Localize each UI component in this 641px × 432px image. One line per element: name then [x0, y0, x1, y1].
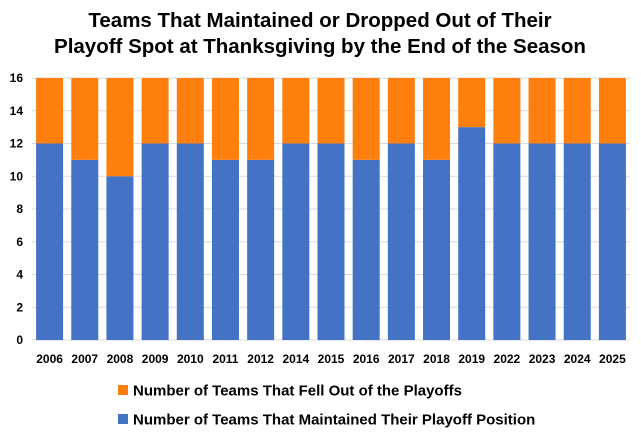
x-tick-label: 2019 [458, 352, 485, 366]
x-tick-label: 2007 [71, 352, 98, 366]
x-tick-label: 2011 [212, 352, 238, 366]
bar-fell-out [458, 78, 486, 128]
x-tick-label: 2015 [318, 352, 345, 366]
bar-maintained [71, 159, 99, 340]
legend-swatch [118, 385, 128, 395]
bar-fell-out [528, 78, 556, 144]
bar-maintained [423, 159, 451, 340]
x-tick-label: 2009 [142, 352, 169, 366]
bar-maintained [141, 143, 169, 340]
bars [36, 78, 626, 340]
bar-fell-out [493, 78, 521, 144]
bar-fell-out [176, 78, 204, 144]
bar-fell-out [211, 78, 239, 160]
x-tick-label: 2017 [388, 352, 415, 366]
x-tick-label: 2022 [494, 352, 521, 366]
legend: Number of Teams That Fell Out of the Pla… [118, 383, 535, 429]
bar-fell-out [282, 78, 310, 144]
bar-fell-out [387, 78, 415, 144]
bar-fell-out [247, 78, 275, 160]
y-tick-label: 10 [10, 169, 24, 183]
chart-title-line-2: Playoff Spot at Thanksgiving by the End … [54, 35, 586, 58]
x-tick-label: 2025 [599, 352, 626, 366]
bar-maintained [493, 143, 521, 340]
legend-label: Number of Teams That Maintained Their Pl… [133, 412, 535, 429]
bar-fell-out [423, 78, 451, 160]
bar-maintained [176, 143, 204, 340]
y-tick-label: 12 [10, 137, 24, 151]
bar-maintained [247, 159, 275, 340]
bar-maintained [282, 143, 310, 340]
x-tick-label: 2024 [564, 352, 591, 366]
y-tick-label: 16 [10, 71, 24, 85]
x-tick-label: 2008 [107, 352, 134, 366]
bar-maintained [317, 143, 345, 340]
bar-maintained [598, 143, 626, 340]
bar-maintained [387, 143, 415, 340]
y-tick-label: 8 [16, 202, 23, 216]
x-tick-label: 2012 [247, 352, 274, 366]
bar-fell-out [563, 78, 591, 144]
x-tick-label: 2006 [36, 352, 63, 366]
bar-maintained [352, 159, 380, 340]
bar-maintained [528, 143, 556, 340]
y-tick-label: 6 [16, 235, 23, 249]
x-tick-label: 2023 [529, 352, 556, 366]
legend-swatch [118, 414, 128, 424]
bar-fell-out [106, 78, 134, 177]
bar-maintained [36, 143, 64, 340]
y-tick-label: 14 [10, 104, 24, 118]
bar-maintained [458, 127, 486, 340]
bar-fell-out [598, 78, 626, 144]
y-tick-label: 0 [16, 333, 23, 347]
x-tick-label: 2016 [353, 352, 380, 366]
x-axis-tick-labels: 2006 2007 2008 2009 2010 2011 2012 2014 2015 2016… [36, 352, 626, 366]
bar-maintained [211, 159, 239, 340]
bar-fell-out [141, 78, 169, 144]
bar-fell-out [71, 78, 99, 160]
x-tick-label: 2018 [423, 352, 450, 366]
bar-maintained [563, 143, 591, 340]
x-tick-label: 2010 [177, 352, 204, 366]
legend-label: Number of Teams That Fell Out of the Pla… [133, 383, 462, 400]
x-tick-label: 2014 [282, 352, 309, 366]
chart-title-line-1: Teams That Maintained or Dropped Out of … [88, 9, 551, 32]
bar-fell-out [36, 78, 64, 144]
y-tick-label: 2 [16, 300, 23, 314]
bar-fell-out [352, 78, 380, 160]
bar-fell-out [317, 78, 345, 144]
y-axis-tick-labels: 0 2 4 6 8 10 12 14 16 [10, 71, 24, 347]
bar-maintained [106, 176, 134, 340]
y-tick-label: 4 [16, 268, 23, 282]
